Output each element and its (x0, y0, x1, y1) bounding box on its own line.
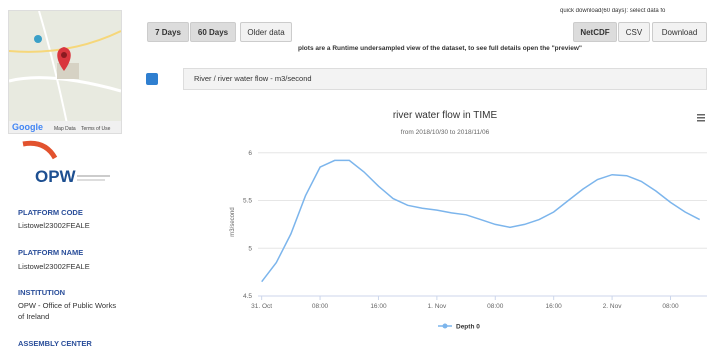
data-line (262, 160, 700, 281)
y-axis-title: m3/second (230, 207, 236, 236)
x-tick-label: 16:00 (370, 303, 387, 310)
x-tick-label: 16:00 (546, 303, 563, 310)
chart-title: river water flow in TIME (393, 110, 498, 121)
page: {"map": {"google": "Google", "map_data":… (0, 0, 707, 352)
legend-label: Depth 0 (456, 324, 480, 331)
y-tick-label: 6 (248, 150, 252, 157)
x-tick-label: 08:00 (662, 303, 679, 310)
x-tick-label: 2. Nov (603, 303, 623, 310)
chart-subtitle: from 2018/10/30 to 2018/11/06 (401, 129, 490, 136)
y-tick-label: 4.5 (243, 293, 252, 300)
x-tick-label: 1. Nov (427, 303, 447, 310)
menu-icon[interactable] (697, 114, 705, 122)
y-tick-label: 5.5 (243, 198, 252, 205)
legend-marker (443, 324, 448, 329)
y-tick-label: 5 (248, 245, 252, 252)
chart: river water flow in TIME from 2018/10/30… (0, 0, 707, 352)
x-tick-label: 31. Oct (251, 303, 272, 310)
x-tick-label: 08:00 (487, 303, 504, 310)
x-tick-label: 08:00 (312, 303, 329, 310)
